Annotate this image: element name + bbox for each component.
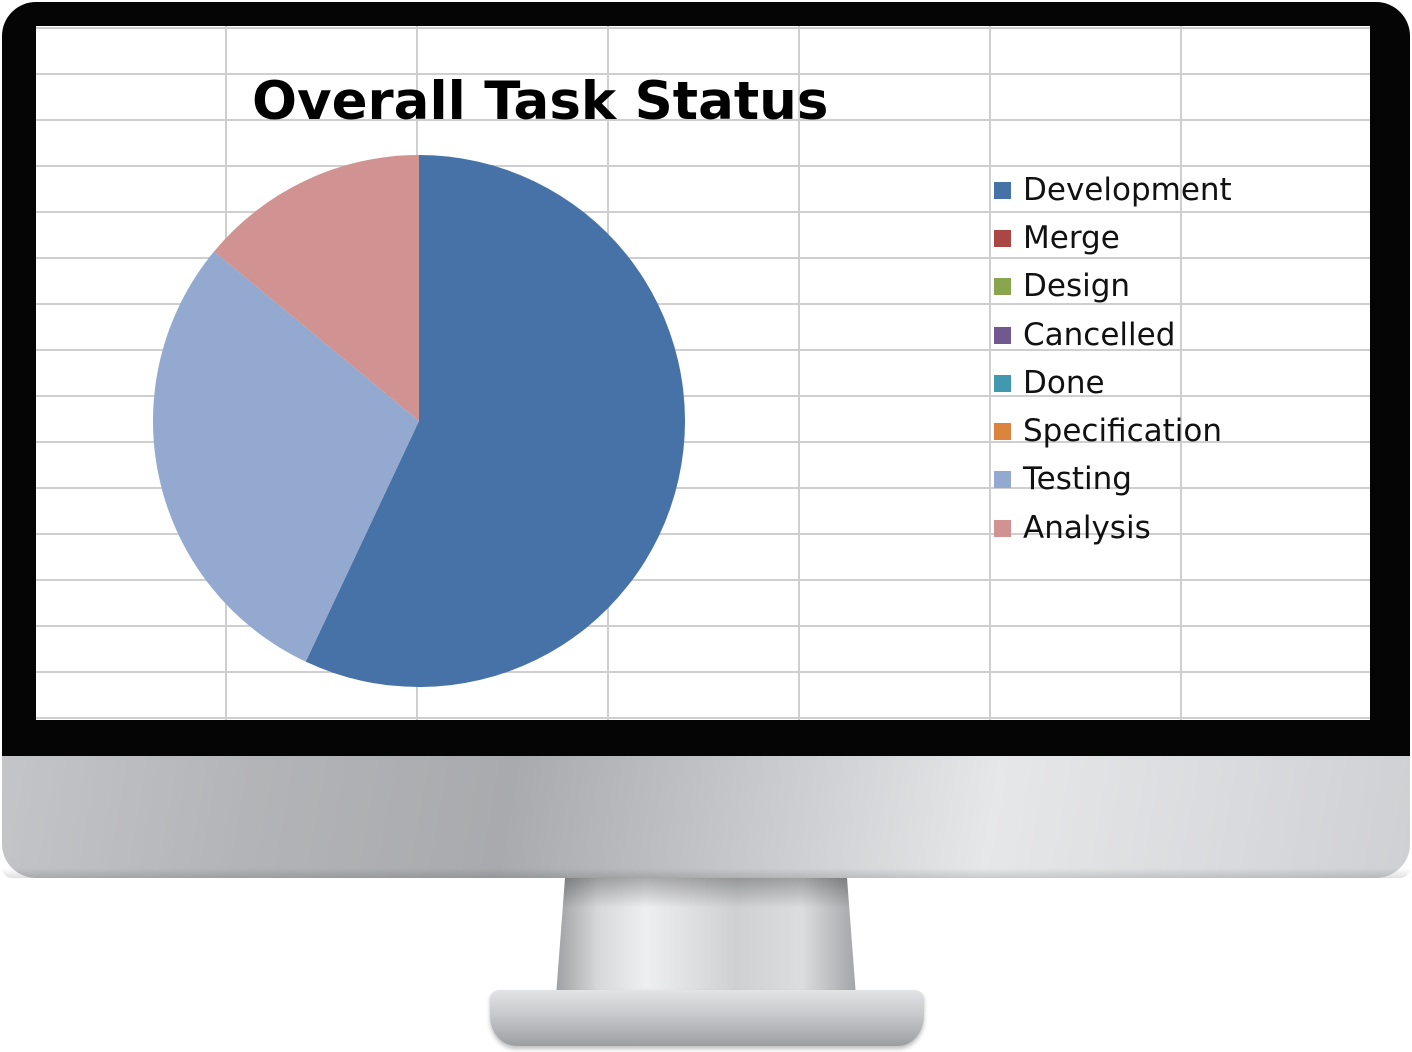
legend-swatch xyxy=(994,230,1011,247)
legend-item-analysis: Analysis xyxy=(994,504,1232,552)
legend-item-done: Done xyxy=(994,359,1232,407)
legend-item-specification: Specification xyxy=(994,407,1232,455)
legend-swatch xyxy=(994,520,1011,537)
legend-swatch xyxy=(994,182,1011,199)
legend-label: Done xyxy=(1023,368,1105,399)
legend-swatch xyxy=(994,423,1011,440)
legend-label: Cancelled xyxy=(1023,320,1175,351)
monitor-stand-base xyxy=(490,990,924,1046)
legend-label: Specification xyxy=(1023,416,1222,447)
monitor-chin xyxy=(2,756,1410,878)
legend-item-merge: Merge xyxy=(994,214,1232,262)
legend-label: Design xyxy=(1023,271,1130,302)
legend-swatch xyxy=(994,471,1011,488)
legend-label: Analysis xyxy=(1023,513,1151,544)
legend-item-design: Design xyxy=(994,263,1232,311)
legend-item-cancelled: Cancelled xyxy=(994,311,1232,359)
legend-swatch xyxy=(994,375,1011,392)
legend-label: Development xyxy=(1023,175,1232,206)
monitor-stand-neck xyxy=(556,878,856,996)
legend-label: Merge xyxy=(1023,223,1120,254)
legend-swatch xyxy=(994,278,1011,295)
legend-item-development: Development xyxy=(994,166,1232,214)
legend-label: Testing xyxy=(1023,464,1132,495)
legend-item-testing: Testing xyxy=(994,456,1232,504)
monitor-screen: Overall Task Status Development Merge Desi… xyxy=(36,26,1370,720)
legend-swatch xyxy=(994,327,1011,344)
chart-legend: Development Merge Design Cancelled Done Speci… xyxy=(994,166,1232,552)
